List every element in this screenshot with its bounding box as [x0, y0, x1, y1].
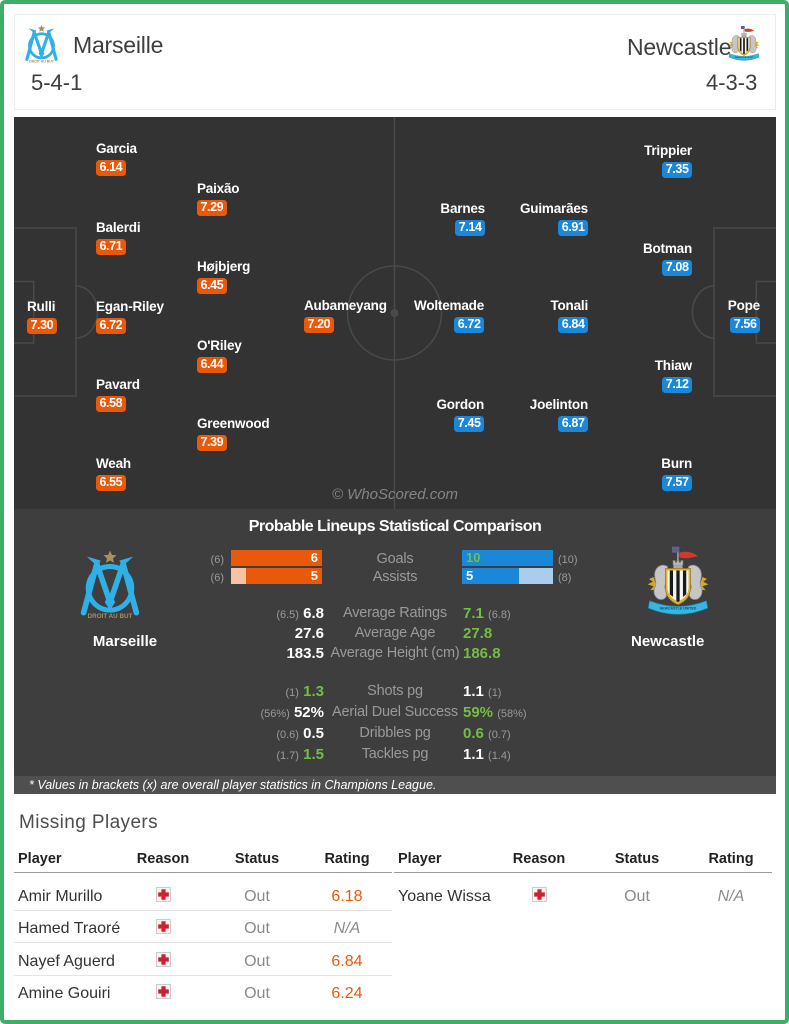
svg-text:DROIT AU BUT: DROIT AU BUT [29, 59, 55, 63]
svg-text:DROIT AU BUT: DROIT AU BUT [88, 613, 133, 620]
svg-text:NEWCASTLE UNITED: NEWCASTLE UNITED [660, 606, 697, 610]
svg-text:NEWCASTLE UNITED: NEWCASTLE UNITED [735, 56, 754, 59]
